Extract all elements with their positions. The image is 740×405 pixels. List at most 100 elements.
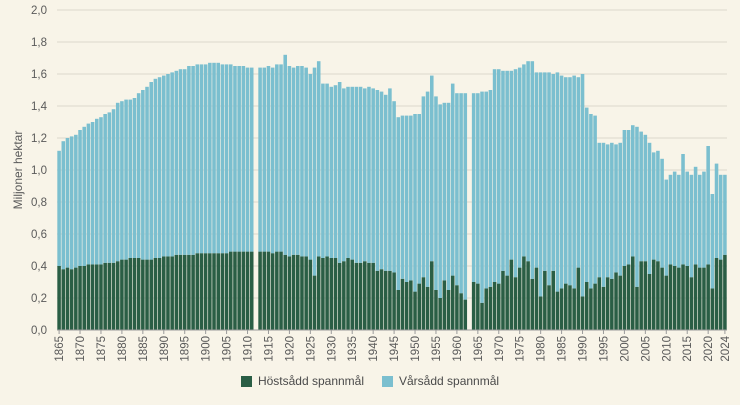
x-tick-label: 1885: [138, 336, 150, 362]
bar-hostsadd: [421, 277, 426, 330]
legend-swatch-hostsadd: [240, 375, 252, 387]
bar-varsadd: [57, 150, 61, 266]
bar-hostsadd: [312, 275, 317, 330]
bar-varsadd: [551, 74, 555, 271]
bar-varsadd: [593, 115, 597, 284]
bar-hostsadd: [145, 259, 149, 330]
bar-varsadd: [463, 93, 468, 300]
bar-hostsadd: [124, 259, 128, 330]
bar-varsadd: [635, 126, 639, 287]
y-tick-label: 1,0: [31, 165, 47, 177]
bar-hostsadd: [702, 267, 706, 330]
bar-hostsadd: [681, 264, 685, 330]
bar-varsadd: [589, 114, 593, 289]
bar-hostsadd: [287, 256, 292, 330]
bar-varsadd: [425, 91, 430, 287]
bar-varsadd: [333, 85, 338, 258]
bar-hostsadd: [647, 274, 652, 330]
bar-varsadd: [308, 74, 313, 260]
bar-varsadd: [174, 70, 179, 255]
bar-varsadd: [208, 62, 212, 254]
bar-hostsadd: [639, 261, 643, 330]
bar-hostsadd: [400, 278, 405, 330]
bar-varsadd: [614, 144, 618, 273]
x-tick-label: 1955: [431, 336, 443, 362]
bar-varsadd: [350, 86, 354, 260]
bar-hostsadd: [304, 256, 308, 330]
bar-hostsadd: [672, 266, 677, 330]
bar-varsadd: [325, 83, 329, 257]
bar-varsadd: [375, 90, 380, 271]
bar-hostsadd: [195, 253, 200, 330]
y-tick-label: 1,2: [31, 133, 47, 145]
bar-varsadd: [296, 66, 300, 255]
bar-hostsadd: [270, 253, 275, 330]
bar-varsadd: [86, 123, 91, 265]
bar-varsadd: [195, 64, 200, 254]
bar-hostsadd: [564, 283, 568, 330]
bar-varsadd: [580, 74, 585, 297]
bar-hostsadd: [626, 264, 631, 330]
bar-varsadd: [291, 67, 296, 255]
bar-hostsadd: [497, 283, 501, 330]
bar-hostsadd: [233, 251, 237, 330]
bar-varsadd: [459, 93, 463, 294]
bar-varsadd: [329, 86, 334, 258]
bar-hostsadd: [677, 267, 681, 330]
bar-hostsadd: [149, 259, 153, 330]
bar-hostsadd: [547, 285, 551, 330]
y-tick-label: 1,4: [31, 101, 48, 113]
bar-hostsadd: [396, 290, 401, 330]
bar-varsadd: [182, 69, 187, 255]
bar-varsadd: [212, 62, 216, 254]
bar-hostsadd: [128, 258, 133, 330]
bar-hostsadd: [534, 267, 539, 330]
bar-varsadd: [455, 93, 459, 286]
bar-hostsadd: [367, 262, 371, 330]
bar-hostsadd: [559, 288, 564, 330]
bar-varsadd: [199, 64, 204, 254]
bar-varsadd: [312, 67, 317, 276]
bar-varsadd: [337, 82, 342, 263]
bar-hostsadd: [86, 264, 91, 330]
bar-hostsadd: [275, 251, 279, 330]
x-tick-label: 2010: [661, 336, 673, 362]
bar-hostsadd: [438, 298, 442, 330]
bar-hostsadd: [241, 251, 246, 330]
bar-varsadd: [65, 138, 70, 268]
y-tick-label: 0,0: [31, 325, 47, 337]
bar-varsadd: [501, 70, 505, 271]
bar-hostsadd: [505, 275, 509, 330]
bar-varsadd: [233, 66, 237, 252]
bar-varsadd: [450, 83, 455, 276]
bar-varsadd: [396, 117, 401, 290]
bar-hostsadd: [153, 258, 158, 330]
bar-hostsadd: [354, 262, 359, 330]
bar-hostsadd: [375, 270, 380, 330]
bar-hostsadd: [333, 258, 338, 330]
bar-varsadd: [354, 86, 359, 263]
bar-varsadd: [157, 77, 162, 258]
x-tick-label: 1890: [159, 336, 171, 362]
bar-varsadd: [689, 174, 694, 278]
bar-varsadd: [379, 91, 384, 270]
bar-varsadd: [672, 171, 677, 266]
bar-varsadd: [597, 142, 602, 278]
bar-hostsadd: [714, 258, 719, 330]
bar-hostsadd: [379, 269, 384, 330]
bar-varsadd: [61, 141, 66, 270]
bar-varsadd: [543, 72, 547, 271]
bar-varsadd: [526, 61, 530, 262]
bar-hostsadd: [442, 280, 447, 330]
bar-varsadd: [237, 66, 241, 252]
bar-hostsadd: [216, 253, 220, 330]
bar-varsadd: [668, 174, 673, 265]
bar-hostsadd: [693, 264, 698, 330]
bar-varsadd: [706, 146, 710, 265]
bar-hostsadd: [337, 262, 342, 330]
bar-hostsadd: [99, 264, 103, 330]
bar-varsadd: [279, 64, 283, 252]
bar-hostsadd: [584, 282, 589, 330]
legend-item-hostsadd: Höstsådd spannmål: [240, 374, 364, 388]
bar-hostsadd: [589, 288, 593, 330]
